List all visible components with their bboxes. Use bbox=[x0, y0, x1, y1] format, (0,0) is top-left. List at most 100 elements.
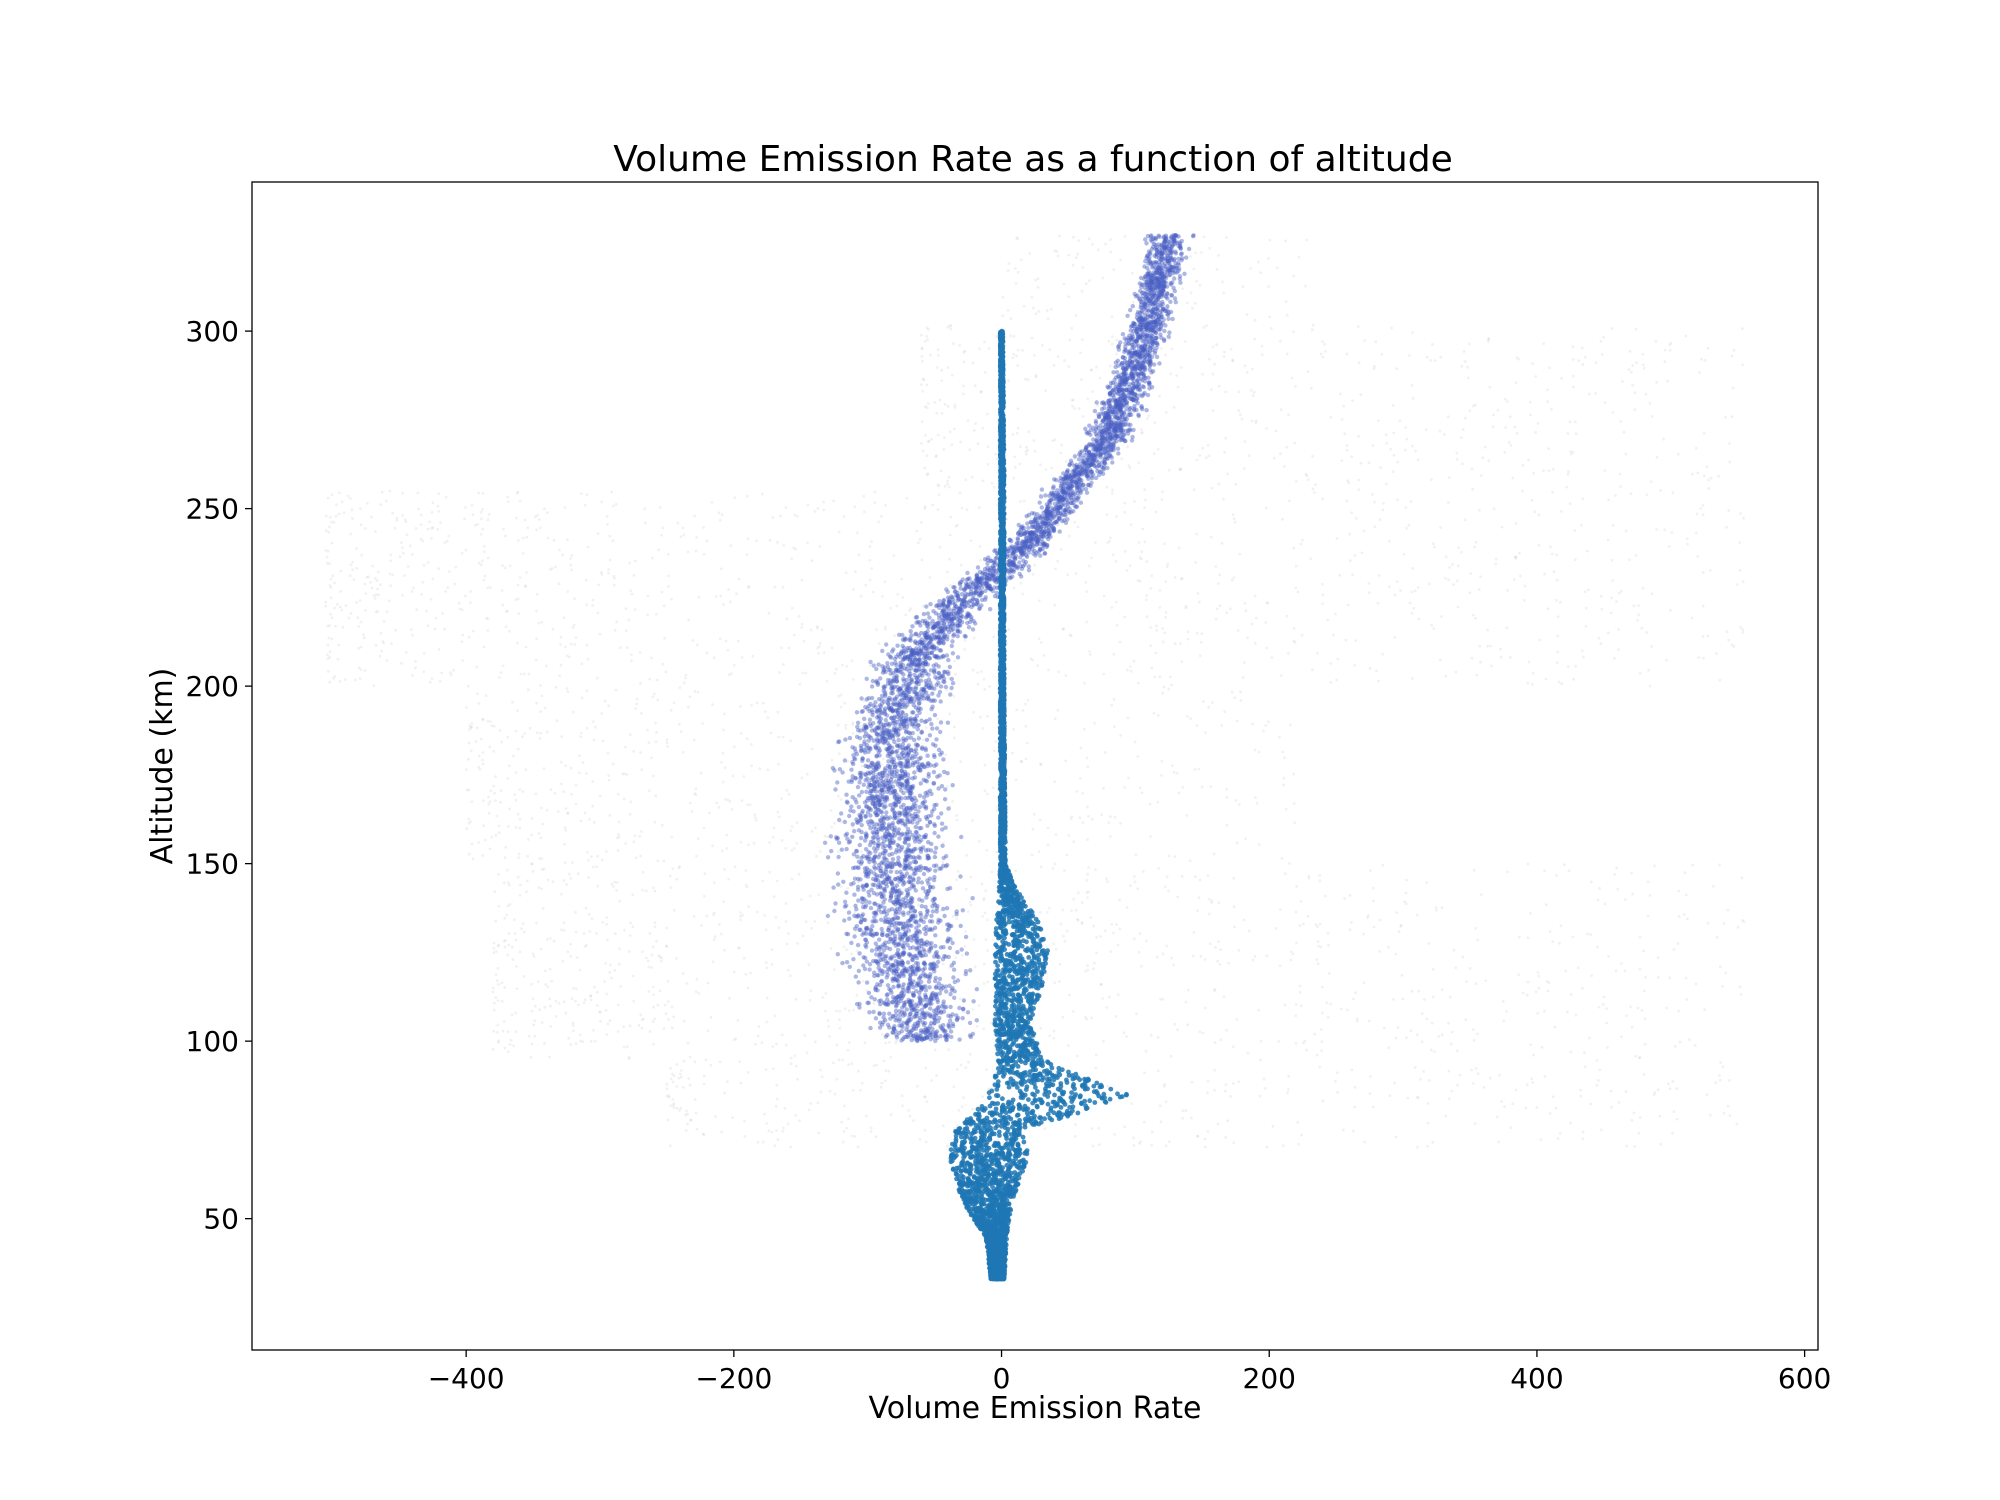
scatter-point bbox=[1339, 392, 1342, 396]
scatter-point bbox=[1433, 359, 1437, 362]
scatter-point bbox=[940, 368, 944, 372]
scatter-point bbox=[729, 600, 732, 604]
scatter-point bbox=[921, 389, 925, 393]
scatter-point bbox=[721, 751, 725, 755]
scatter-point bbox=[541, 868, 544, 871]
scatter-point bbox=[1372, 886, 1375, 890]
scatter-point bbox=[895, 1039, 898, 1043]
scatter-point bbox=[1353, 664, 1356, 667]
scatter-point bbox=[898, 761, 903, 766]
scatter-point bbox=[1212, 852, 1216, 856]
scatter-point bbox=[443, 541, 447, 544]
scatter-point bbox=[1357, 488, 1361, 492]
scatter-point bbox=[1655, 528, 1658, 531]
scatter-point bbox=[1042, 530, 1047, 535]
scatter-point bbox=[1253, 337, 1256, 341]
scatter-point bbox=[1164, 611, 1168, 614]
scatter-point bbox=[1012, 476, 1016, 480]
scatter-point bbox=[688, 1083, 692, 1087]
scatter-point bbox=[1619, 589, 1623, 593]
scatter-point bbox=[490, 835, 494, 839]
scatter-point bbox=[1104, 242, 1107, 246]
scatter-point bbox=[1062, 282, 1066, 286]
scatter-point bbox=[1736, 925, 1740, 929]
scatter-point bbox=[739, 911, 743, 914]
scatter-point bbox=[693, 690, 697, 693]
scatter-point bbox=[1110, 703, 1114, 707]
scatter-point bbox=[1120, 457, 1124, 461]
scatter-point bbox=[481, 751, 485, 754]
scatter-point bbox=[608, 558, 612, 562]
scatter-point bbox=[1473, 545, 1476, 549]
scatter-point bbox=[1134, 313, 1137, 317]
scatter-point bbox=[1218, 573, 1222, 577]
scatter-point bbox=[516, 875, 520, 879]
scatter-point bbox=[1486, 628, 1489, 632]
scatter-point bbox=[1112, 427, 1118, 432]
scatter-point bbox=[887, 815, 893, 820]
scatter-point bbox=[1617, 648, 1620, 651]
scatter-point bbox=[1388, 1094, 1392, 1097]
scatter-point bbox=[546, 985, 549, 989]
scatter-point bbox=[1583, 1065, 1587, 1069]
scatter-point bbox=[1388, 539, 1391, 543]
scatter-point bbox=[966, 419, 970, 422]
scatter-point bbox=[1211, 701, 1214, 705]
scatter-point bbox=[508, 1043, 512, 1046]
scatter-point bbox=[927, 788, 933, 793]
scatter-point bbox=[1392, 453, 1396, 457]
scatter-point bbox=[1076, 252, 1079, 256]
scatter-point bbox=[526, 526, 530, 529]
scatter-point bbox=[1285, 313, 1289, 317]
scatter-point bbox=[1069, 817, 1073, 821]
scatter-point bbox=[1067, 365, 1071, 368]
scatter-point bbox=[921, 916, 925, 920]
scatter-point bbox=[1732, 644, 1736, 648]
scatter-point bbox=[874, 715, 880, 720]
scatter-point bbox=[1538, 638, 1541, 642]
scatter-point bbox=[372, 684, 376, 687]
scatter-point bbox=[911, 812, 915, 815]
scatter-point bbox=[1454, 966, 1458, 970]
scatter-point bbox=[1391, 404, 1395, 407]
scatter-point bbox=[595, 865, 598, 869]
scatter-point bbox=[958, 997, 962, 1001]
scatter-point bbox=[569, 954, 573, 958]
scatter-point bbox=[1021, 592, 1025, 596]
scatter-point bbox=[1074, 482, 1080, 487]
scatter-point bbox=[1206, 1130, 1210, 1133]
scatter-point bbox=[497, 982, 500, 986]
scatter-point bbox=[1085, 474, 1090, 479]
scatter-point bbox=[1672, 948, 1676, 951]
scatter-point bbox=[1314, 483, 1317, 487]
scatter-point bbox=[1113, 426, 1118, 431]
scatter-point bbox=[382, 620, 386, 623]
scatter-point bbox=[1525, 1083, 1529, 1087]
scatter-point bbox=[1132, 659, 1136, 663]
scatter-point bbox=[492, 951, 496, 955]
scatter-point bbox=[968, 448, 972, 452]
scatter-point bbox=[1085, 805, 1089, 809]
scatter-point bbox=[1478, 644, 1482, 648]
scatter-point bbox=[761, 879, 764, 883]
scatter-point bbox=[1071, 473, 1074, 477]
scatter-point bbox=[1352, 1129, 1355, 1133]
scatter-point bbox=[639, 682, 642, 685]
scatter-point bbox=[689, 1118, 693, 1122]
scatter-point bbox=[1016, 364, 1020, 367]
scatter-point bbox=[1279, 674, 1283, 677]
scatter-point bbox=[952, 427, 956, 431]
scatter-point bbox=[660, 956, 663, 960]
scatter-point bbox=[646, 959, 650, 963]
scatter-point bbox=[839, 885, 843, 889]
scatter-point bbox=[1274, 927, 1278, 930]
scatter-point bbox=[665, 1082, 669, 1086]
scatter-point bbox=[1373, 500, 1376, 504]
scatter-point bbox=[650, 953, 654, 957]
scatter-point bbox=[1203, 1145, 1207, 1149]
scatter-point bbox=[1394, 952, 1398, 956]
scatter-point bbox=[966, 910, 970, 913]
scatter-point bbox=[519, 672, 523, 676]
scatter-point bbox=[1282, 756, 1286, 760]
scatter-point bbox=[411, 553, 414, 556]
